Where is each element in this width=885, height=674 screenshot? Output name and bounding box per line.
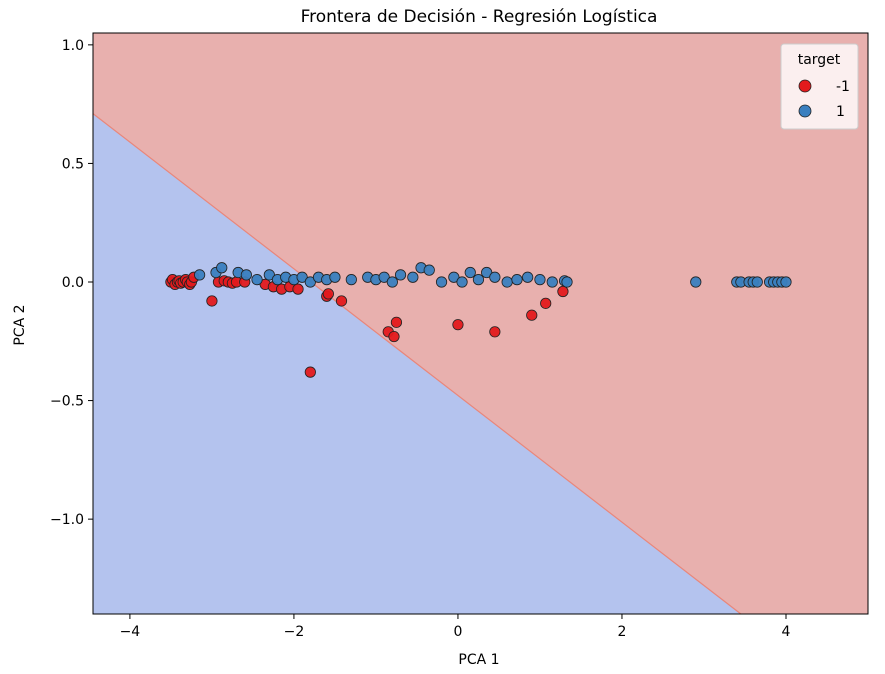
point-series-pos1 [296,271,308,283]
point-series-pos1 [489,271,501,283]
point-series-pos1 [546,276,558,288]
point-series-pos1 [407,271,419,283]
point-series-neg1 [388,330,400,343]
point-series-neg1 [452,319,464,331]
legend-label-neg1: -1 [836,79,850,95]
point-series-pos1 [240,269,252,281]
x-tick-label: −4 [120,624,141,640]
point-series-pos1 [464,266,476,279]
point-series-pos1 [394,269,407,281]
point-series-pos1 [690,276,702,288]
point-series-neg1 [557,285,569,298]
point-series-pos1 [423,264,435,276]
point-series-pos1 [780,276,792,288]
point-series-neg1 [540,297,552,309]
point-series-pos1 [472,274,485,286]
point-series-pos1 [216,262,228,274]
x-axis-label: PCA 1 [458,652,499,668]
x-tick-label: 0 [453,624,462,640]
y-tick-label: 0.0 [62,275,84,291]
point-series-pos1 [345,274,357,286]
legend: target -1 1 [780,43,859,130]
point-series-pos1 [194,269,206,281]
y-tick-label: −0.5 [50,394,84,410]
point-series-pos1 [329,271,341,283]
point-series-pos1 [304,276,316,288]
point-series-neg1 [489,326,501,338]
decision-boundary-line [92,113,742,615]
point-series-pos1 [456,276,468,288]
legend-title: target [798,52,841,68]
plot-frame [92,32,869,615]
x-tick-label: 4 [782,624,791,640]
y-tick-label: −1.0 [50,512,84,528]
point-series-pos1 [561,276,573,288]
y-axis-label: PCA 2 [12,304,28,345]
x-tick-label: 2 [618,624,627,640]
point-series-pos1 [448,271,460,283]
legend-label-pos1: 1 [836,104,845,120]
y-tick-label: 1.0 [62,38,84,54]
point-series-pos1 [435,276,448,288]
point-series-pos1 [751,276,763,288]
axes: −4 −2 0 2 4 1.0 0.5 0.0 −0.5 −1.0 [50,32,869,640]
x-tick-label: −2 [284,624,305,640]
point-series-pos1 [251,274,263,286]
point-series-neg1 [390,316,403,328]
point-series-neg1 [304,366,316,378]
point-series-pos1 [501,276,513,288]
point-series-neg1 [322,288,334,300]
point-series-pos1 [534,274,546,286]
point-series-pos1 [522,271,534,283]
scatter-points [165,262,792,378]
point-series-pos1 [263,269,275,281]
legend-marker-pos1 [798,104,812,118]
point-series-neg1 [292,283,304,295]
legend-marker-neg1 [798,79,812,93]
point-series-pos1 [481,266,493,279]
point-series-neg1 [335,295,348,307]
point-series-pos1 [511,274,523,286]
point-series-pos1 [386,276,398,288]
y-tick-label: 0.5 [62,156,84,172]
point-series-pos1 [378,271,390,283]
plot-area [92,33,868,615]
point-series-neg1 [206,295,218,307]
point-series-neg1 [526,309,538,321]
chart-title: Frontera de Decisión - Regresión Logísti… [301,7,658,27]
